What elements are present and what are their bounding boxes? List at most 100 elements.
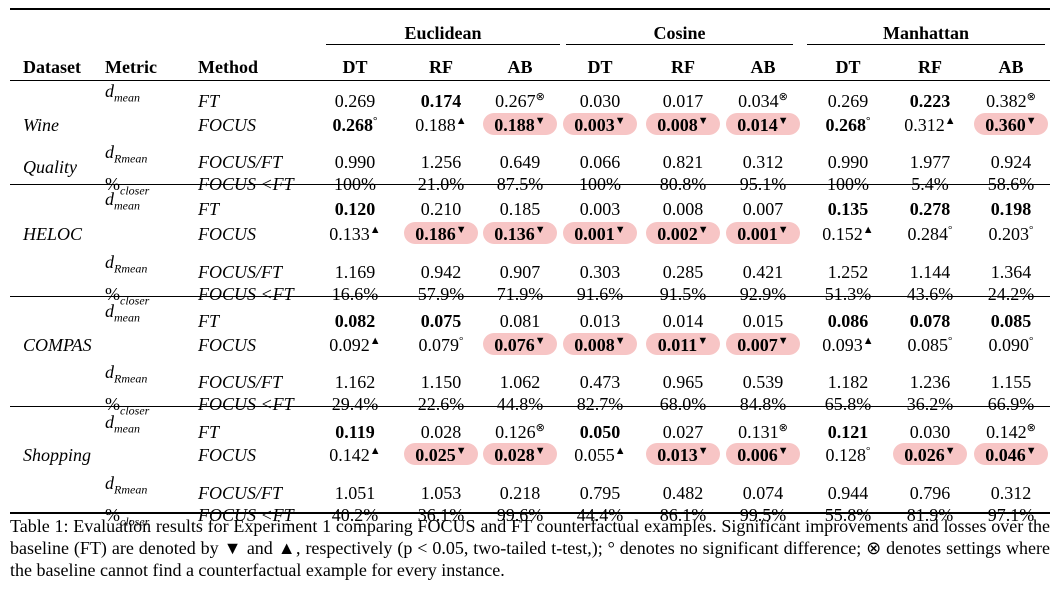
data-cell: 0.008▼ xyxy=(574,335,626,355)
data-cell: 0.046▼ xyxy=(985,445,1037,465)
significant-highlight xyxy=(404,443,478,465)
data-cell: 0.382⊗ xyxy=(986,91,1036,111)
data-cell: 0.152▲ xyxy=(822,224,874,244)
data-cell: 0.135 xyxy=(827,199,869,219)
significant-highlight xyxy=(483,113,557,135)
data-cell: 0.013 xyxy=(579,311,621,331)
data-cell: 0.082 xyxy=(334,311,376,331)
data-cell: 44.8% xyxy=(496,394,544,414)
data-cell: 0.965 xyxy=(662,372,704,392)
data-cell: 0.473 xyxy=(579,372,621,392)
data-cell: 71.9% xyxy=(496,284,544,304)
data-cell: 1.062 xyxy=(499,372,541,392)
dataset-name: HELOC xyxy=(23,224,83,244)
model-header: AB xyxy=(750,57,776,77)
metric-label: dRmean xyxy=(105,252,148,276)
metric-label: dRmean xyxy=(105,473,148,497)
data-cell: 0.119 xyxy=(335,422,375,442)
data-cell: 0.030 xyxy=(909,422,951,442)
data-cell: 0.539 xyxy=(742,372,784,392)
data-cell: 0.796 xyxy=(909,483,951,503)
data-cell: 0.312▲ xyxy=(904,115,956,135)
data-cell: 22.6% xyxy=(417,394,465,414)
model-header: RF xyxy=(671,57,695,77)
column-header: Dataset xyxy=(23,57,81,77)
significant-highlight xyxy=(563,222,637,244)
data-cell: 44.4% xyxy=(576,505,624,525)
data-cell: 1.144 xyxy=(909,262,951,282)
metric-label: dRmean xyxy=(105,362,148,386)
significant-highlight xyxy=(646,443,720,465)
significant-highlight xyxy=(563,113,637,135)
data-cell: 0.188▼ xyxy=(494,115,546,135)
dataset-rule xyxy=(10,296,1050,297)
data-cell: 0.421 xyxy=(742,262,784,282)
method-label: FOCUS xyxy=(198,115,256,135)
data-cell: 99.5% xyxy=(739,505,787,525)
data-cell: 0.093▲ xyxy=(822,335,874,355)
data-cell: 0.034⊗ xyxy=(738,91,788,111)
method-label: FT xyxy=(198,422,220,442)
significant-highlight xyxy=(726,113,800,135)
data-cell: 0.028 xyxy=(420,422,462,442)
data-cell: 86.1% xyxy=(659,505,707,525)
data-cell: 55.8% xyxy=(824,505,872,525)
method-label: FOCUS xyxy=(198,224,256,244)
top-rule xyxy=(10,8,1050,10)
dataset-name: Wine Quality xyxy=(23,115,77,177)
data-cell: 0.188▲ xyxy=(415,115,467,135)
data-cell: 0.081 xyxy=(499,311,541,331)
data-cell: 0.003 xyxy=(579,199,621,219)
data-cell: 0.303 xyxy=(579,262,621,282)
data-cell: 0.007 xyxy=(742,199,784,219)
data-cell: 0.907 xyxy=(499,262,541,282)
group-rule xyxy=(326,44,560,45)
metric-label: dmean xyxy=(105,189,140,213)
significant-highlight xyxy=(646,113,720,135)
dataset-rule xyxy=(10,184,1050,185)
data-cell: 0.014▼ xyxy=(737,115,789,135)
dataset-name: COMPAS xyxy=(23,335,92,355)
data-cell: 0.269 xyxy=(334,91,376,111)
significant-highlight xyxy=(893,443,967,465)
data-cell: 0.001▼ xyxy=(574,224,626,244)
model-header: AB xyxy=(998,57,1024,77)
data-cell: 0.210 xyxy=(420,199,462,219)
data-cell: 40.2% xyxy=(331,505,379,525)
group-header: Euclidean xyxy=(404,23,482,43)
data-cell: 43.6% xyxy=(906,284,954,304)
data-cell: 24.2% xyxy=(987,284,1035,304)
metric-label: %closer xyxy=(105,505,150,529)
data-cell: 1.150 xyxy=(420,372,462,392)
group-header: Manhattan xyxy=(882,23,969,43)
significant-highlight xyxy=(726,222,800,244)
data-cell: 0.014 xyxy=(662,311,704,331)
data-cell: 0.026▼ xyxy=(904,445,956,465)
data-cell: 0.085 xyxy=(990,311,1032,331)
results-table: Euclidean Cosine Manhattan Dataset Metric Met… xyxy=(10,8,1050,528)
metric-label: %closer xyxy=(105,284,150,308)
data-cell: 1.236 xyxy=(909,372,951,392)
data-cell: 68.0% xyxy=(659,394,707,414)
data-cell: 0.007▼ xyxy=(737,335,789,355)
metric-label: dRmean xyxy=(105,142,148,166)
data-cell: 0.126⊗ xyxy=(495,422,545,442)
data-cell: 0.013▼ xyxy=(657,445,709,465)
data-cell: 91.5% xyxy=(659,284,707,304)
data-cell: 0.090° xyxy=(988,335,1034,355)
data-cell: 84.8% xyxy=(739,394,787,414)
data-cell: 0.990 xyxy=(334,152,376,172)
data-cell: 0.085° xyxy=(907,335,953,355)
significant-highlight xyxy=(404,222,478,244)
data-cell: 0.285 xyxy=(662,262,704,282)
method-label: FOCUS <FT xyxy=(198,394,294,414)
method-label: FOCUS/FT xyxy=(198,372,283,392)
significant-highlight xyxy=(974,113,1048,135)
data-cell: 1.162 xyxy=(334,372,376,392)
model-header: DT xyxy=(587,57,613,77)
data-cell: 0.268° xyxy=(332,115,378,135)
significant-highlight xyxy=(563,333,637,355)
data-cell: 0.131⊗ xyxy=(738,422,788,442)
data-cell: 0.218 xyxy=(499,483,541,503)
data-cell: 0.174 xyxy=(420,91,462,111)
